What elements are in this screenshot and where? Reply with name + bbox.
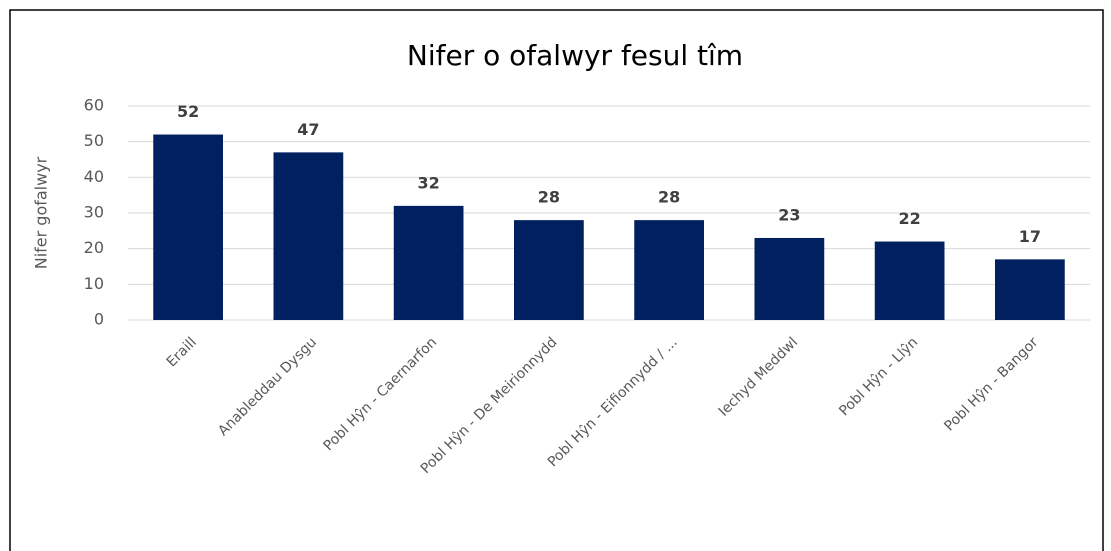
bar xyxy=(273,152,344,320)
chart-title: Nifer o ofalwyr fesul tîm xyxy=(407,39,743,72)
bar xyxy=(634,220,704,320)
bar xyxy=(754,237,825,320)
y-tick-label: 10 xyxy=(84,274,104,293)
value-label: 32 xyxy=(417,173,439,192)
value-label: 23 xyxy=(778,205,800,224)
y-tick-label: 60 xyxy=(84,96,104,115)
value-label: 52 xyxy=(177,102,199,121)
y-axis-label: Nifer gofalwyr xyxy=(32,156,51,269)
bar xyxy=(995,259,1065,320)
bar xyxy=(514,220,584,320)
bar xyxy=(874,241,945,320)
value-label: 28 xyxy=(658,188,680,207)
y-tick-label: 50 xyxy=(84,131,104,150)
y-tick-label: 0 xyxy=(94,310,104,329)
y-tick-label: 30 xyxy=(84,203,104,222)
y-tick-label: 40 xyxy=(84,167,104,186)
bar xyxy=(153,134,223,320)
bar xyxy=(393,205,464,320)
value-label: 47 xyxy=(297,120,319,139)
value-label: 17 xyxy=(1019,227,1041,246)
value-label: 28 xyxy=(538,188,560,207)
y-tick-label: 20 xyxy=(84,238,104,257)
value-label: 22 xyxy=(898,209,920,228)
